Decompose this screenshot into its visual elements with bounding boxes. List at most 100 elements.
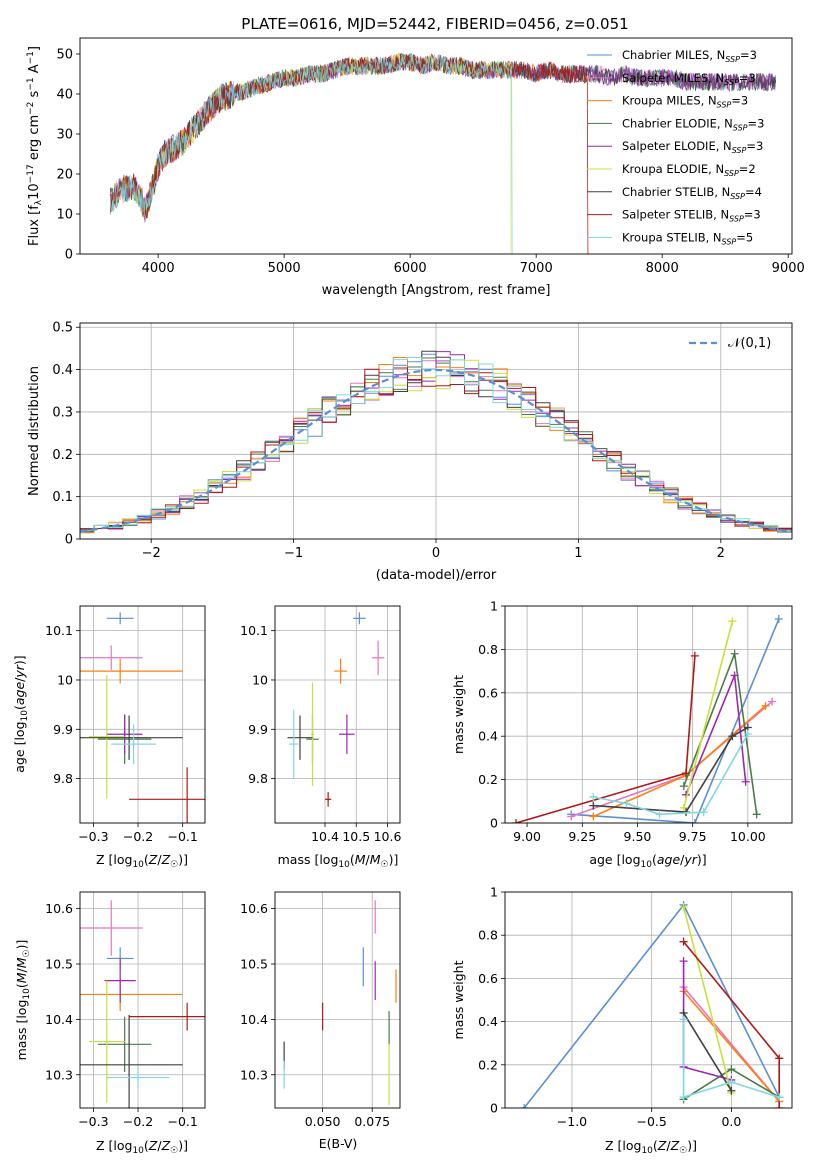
weight-marker <box>679 937 688 946</box>
error-bar-point <box>310 682 315 787</box>
x-axis-label: Z [log10(Z/Z☉)] <box>96 1138 188 1156</box>
residual-histogram <box>80 351 792 533</box>
error-bar-point <box>80 715 183 760</box>
plot-area <box>80 900 205 1108</box>
error-bar-point <box>287 715 313 760</box>
error-bar-point <box>106 612 134 625</box>
legend-label: Salpeter STELIB, NSSP=3 <box>622 208 761 224</box>
y-tick-label: 0.2 <box>52 448 73 463</box>
weight-series-line <box>682 1019 780 1099</box>
grid <box>505 891 792 1109</box>
legend-label: Salpeter ELODIE, NSSP=3 <box>622 139 763 155</box>
y-tick-label: 10 <box>57 672 73 687</box>
x-tick-label: 4000 <box>142 261 175 276</box>
weight-marker <box>774 615 783 624</box>
x-tick-label: 10.6 <box>374 829 402 844</box>
mass-vs-ebv-panel: 0.050 0.075 10.3 10.4 10.5 10.6 E(B-V) <box>240 891 401 1151</box>
y-tick-label: 30 <box>56 128 73 143</box>
legend-label: Chabrier MILES, NSSP=3 <box>622 48 757 64</box>
axes-frame <box>79 605 206 824</box>
y-axis-label: mass weight <box>451 960 466 1039</box>
axes-frame <box>79 37 793 255</box>
legend-label: Salpeter MILES, NSSP=3 <box>622 71 756 87</box>
weight-vs-z-panel: −1.0 −0.5 0.0 0 0.2 0.4 0.6 0.8 1 mass weight Z [l… <box>451 885 793 1156</box>
x-tick-label: 1 <box>574 546 582 561</box>
y-tick-label: 10.4 <box>240 1012 268 1027</box>
error-bar-point <box>106 714 143 754</box>
y-tick-label: 1 <box>490 599 498 614</box>
weight-marker <box>727 1065 736 1074</box>
weight-marker <box>655 810 664 819</box>
x-tick-label: −0.5 <box>637 1114 667 1129</box>
y-tick-label: 10.3 <box>45 1067 73 1082</box>
axes-frame <box>504 891 793 1109</box>
error-bar-point <box>371 640 385 676</box>
weight-marker <box>728 732 737 741</box>
y-tick-label: 0 <box>65 533 73 548</box>
weight-series <box>512 651 699 823</box>
error-bar-point <box>80 1014 183 1108</box>
y-tick-label: 40 <box>56 88 73 103</box>
y-tick-label: 10.6 <box>240 901 268 916</box>
y-tick-label: 0.2 <box>478 1057 498 1072</box>
x-tick-label: 0.050 <box>305 1114 341 1129</box>
x-axis-label: (data-model)/error <box>376 568 497 583</box>
plot-area <box>512 615 783 823</box>
plot-area <box>80 350 792 534</box>
weight-marker <box>589 801 598 810</box>
legend: Chabrier MILES, NSSP=3 Salpeter MILES, NS… <box>587 48 764 246</box>
x-tick-label: −0.2 <box>123 829 153 844</box>
x-tick-label: −1.0 <box>557 1114 587 1129</box>
x-tick-label: −1 <box>284 546 303 561</box>
y-tick-label: 0.2 <box>478 772 498 787</box>
y-tick-label: 0.8 <box>478 928 498 943</box>
y-tick-label: 10.6 <box>45 901 73 916</box>
weight-marker <box>679 957 688 966</box>
y-axis-label: Flux [fλ10−17 erg cm−2 s−1 A−1] <box>26 46 44 246</box>
weight-series <box>567 697 777 821</box>
spectrum-panel: 4000 5000 6000 7000 8000 9000 0 10 20 30 40 50 wavel… <box>26 37 805 298</box>
weight-marker <box>728 617 737 626</box>
axes-frame <box>504 605 793 824</box>
weight-marker <box>730 649 739 658</box>
axes-frame <box>274 891 401 1109</box>
error-bar-point <box>97 1016 152 1072</box>
weight-series <box>589 701 770 821</box>
y-axis-label: mass weight <box>451 675 466 754</box>
weight-marker <box>679 1015 688 1024</box>
legend-label: Kroupa ELODIE, NSSP=2 <box>622 162 756 178</box>
y-tick-label: 50 <box>56 48 73 63</box>
x-tick-label: 8000 <box>646 261 679 276</box>
x-tick-label: −0.3 <box>78 1114 108 1129</box>
x-tick-label: 9.25 <box>568 829 596 844</box>
y-tick-label: 10.1 <box>45 623 73 638</box>
weight-marker <box>727 1078 736 1087</box>
legend-label: Chabrier STELIB, NSSP=4 <box>622 185 762 201</box>
weight-series-line <box>682 1012 733 1092</box>
weight-series <box>682 671 750 799</box>
x-tick-label: −0.1 <box>167 829 197 844</box>
weight-marker <box>682 769 691 778</box>
weight-marker <box>679 1093 688 1102</box>
legend-label: Kroupa MILES, NSSP=3 <box>622 94 748 110</box>
weight-marker <box>567 812 576 821</box>
y-tick-label: 10 <box>252 672 268 687</box>
x-tick-label: 0.075 <box>354 1114 390 1129</box>
x-tick-label: −2 <box>142 546 161 561</box>
weight-series-line <box>515 655 696 823</box>
x-axis-label: wavelength [Angstrom, rest frame] <box>322 283 551 298</box>
y-tick-label: 10.5 <box>240 957 268 972</box>
weight-marker <box>512 819 521 823</box>
y-tick-label: 0 <box>490 816 498 831</box>
axes-frame <box>274 605 401 824</box>
weight-series-line <box>685 675 747 796</box>
y-tick-label: 0.4 <box>478 729 498 744</box>
weight-marker <box>690 819 699 823</box>
weight-marker <box>699 808 708 817</box>
grid <box>275 606 400 823</box>
x-tick-label: 9000 <box>772 261 805 276</box>
weight-series-line <box>593 733 749 816</box>
x-axis-label: age [log10(age/yr)] <box>589 852 706 870</box>
y-axis-label: mass [log10(M/M☉)] <box>14 940 32 1061</box>
weight-marker <box>730 671 739 680</box>
